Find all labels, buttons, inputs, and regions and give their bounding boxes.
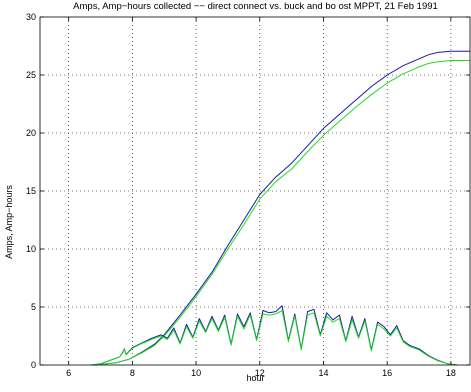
x-tick-label: 14	[318, 368, 328, 378]
y-tick-label: 10	[26, 244, 36, 254]
x-tick-label: 16	[382, 368, 392, 378]
x-tick-label: 10	[191, 368, 201, 378]
y-tick-label: 25	[26, 70, 36, 80]
series-line-amps-blue	[90, 305, 458, 366]
x-axis-label: hour	[246, 373, 265, 383]
y-tick-label: 20	[26, 128, 36, 138]
series-line-amp-hours-green	[94, 60, 470, 366]
y-tick-label: 5	[31, 302, 36, 312]
x-tick-label: 18	[446, 368, 456, 378]
series-line-amp-hours-blue	[94, 50, 470, 366]
y-tick-label: 0	[31, 360, 36, 370]
series-line-amps-green	[90, 310, 458, 366]
x-tick-label: 6	[66, 368, 71, 378]
y-tick-label: 30	[26, 12, 36, 22]
x-tick-label: 12	[255, 368, 265, 378]
y-tick-label: 15	[26, 186, 36, 196]
x-tick-label: 8	[130, 368, 135, 378]
chart-title: Amps, Amp−hours collected −− direct conn…	[73, 1, 438, 12]
